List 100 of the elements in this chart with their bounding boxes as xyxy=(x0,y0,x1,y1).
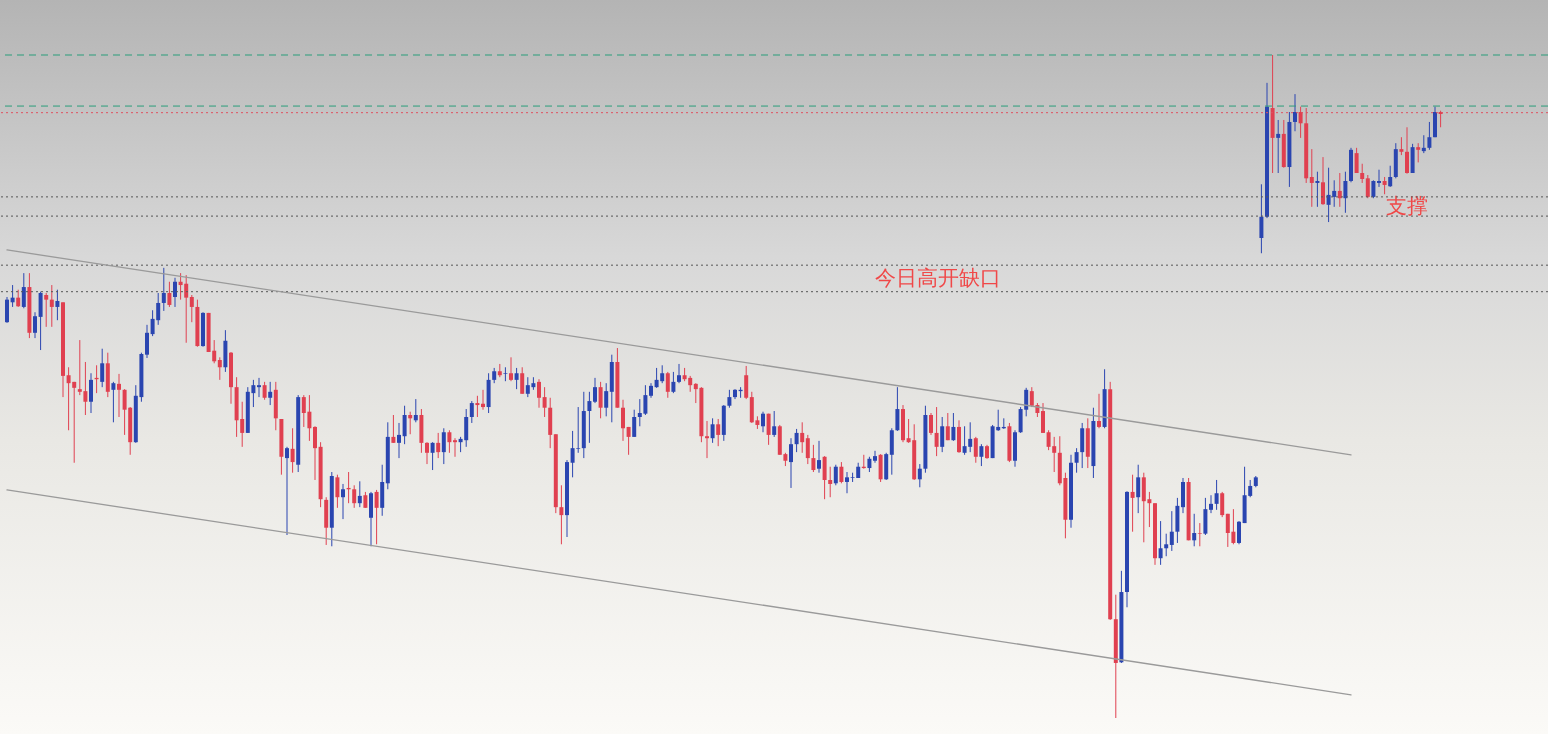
candlestick xyxy=(335,474,340,509)
candlestick xyxy=(285,446,289,536)
candlestick xyxy=(313,425,317,481)
candlestick xyxy=(1209,494,1213,514)
candlestick xyxy=(1377,169,1381,188)
candlestick xyxy=(1136,464,1141,514)
candlestick xyxy=(604,382,609,417)
candlestick xyxy=(1169,510,1174,552)
candlestick xyxy=(665,371,670,399)
candlestick xyxy=(352,484,357,509)
candlestick xyxy=(789,437,793,489)
candlestick xyxy=(1416,142,1421,163)
candlestick xyxy=(100,348,105,388)
candlestick xyxy=(822,455,827,500)
candlestick xyxy=(481,389,485,411)
candlestick xyxy=(671,371,676,394)
candlestick xyxy=(111,381,116,423)
candlestick xyxy=(1220,491,1225,518)
candlestick xyxy=(117,373,121,418)
candlestick xyxy=(341,483,345,520)
candlestick xyxy=(1276,119,1281,174)
candlestick xyxy=(413,398,418,423)
candlestick xyxy=(167,281,172,308)
candlestick xyxy=(710,417,715,444)
candlestick xyxy=(766,413,771,446)
candlestick xyxy=(598,381,603,419)
candlestick xyxy=(475,395,480,418)
candlestick xyxy=(677,363,681,384)
candlestick xyxy=(537,378,541,409)
candlestick xyxy=(469,400,474,424)
candlestick xyxy=(805,434,810,465)
candlestick xyxy=(917,463,922,488)
candlestick xyxy=(800,421,805,454)
candlestick xyxy=(945,412,950,441)
candlestick xyxy=(761,411,765,433)
candlestick xyxy=(828,466,833,498)
candlestick xyxy=(268,381,273,406)
candlestick xyxy=(794,428,799,453)
candlestick xyxy=(357,480,362,508)
candlestick xyxy=(397,422,401,459)
candlestick xyxy=(1197,522,1202,547)
candlestick xyxy=(559,484,564,545)
candlestick xyxy=(402,405,407,445)
candlestick xyxy=(38,291,43,351)
candlestick xyxy=(1293,93,1297,132)
candlestick xyxy=(1309,148,1314,208)
candlestick xyxy=(772,410,777,438)
candlestick xyxy=(503,366,508,382)
candlestick xyxy=(811,444,816,473)
candlestick xyxy=(839,461,844,484)
annotation: 今日高开缺口 xyxy=(875,266,1002,290)
candlestick xyxy=(1315,171,1320,208)
candlestick xyxy=(716,418,721,447)
candlestick xyxy=(1097,393,1101,429)
candlestick xyxy=(290,427,295,474)
candlestick xyxy=(33,311,37,339)
candlestick xyxy=(55,289,60,321)
candlestick xyxy=(1192,513,1197,547)
candlestick xyxy=(453,437,457,458)
candlestick xyxy=(1343,171,1348,214)
candlestick xyxy=(441,427,446,465)
candlestick xyxy=(621,399,625,442)
candlestick xyxy=(1337,172,1342,208)
candlestick xyxy=(430,441,435,471)
candlestick xyxy=(929,412,933,436)
candlestick xyxy=(447,429,452,454)
candlestick xyxy=(1427,121,1432,151)
candlestick xyxy=(973,436,978,464)
candlestick xyxy=(44,292,49,328)
candlestick xyxy=(1041,402,1045,434)
candlestick xyxy=(895,386,900,432)
candlestick xyxy=(408,411,413,435)
candlestick xyxy=(1321,156,1325,206)
candlestick xyxy=(49,284,54,328)
candlestick xyxy=(951,412,956,442)
candlestick xyxy=(632,409,637,438)
candlestick xyxy=(161,267,166,312)
candlestick xyxy=(1360,163,1365,184)
candlestick xyxy=(1354,147,1359,174)
candlestick xyxy=(1158,520,1163,566)
candlestick xyxy=(873,450,877,464)
candlestick xyxy=(1214,479,1219,511)
candlestick xyxy=(934,406,939,457)
candlestick xyxy=(833,464,838,486)
candlestick xyxy=(626,426,631,456)
candlestick xyxy=(1130,474,1135,533)
candlestick xyxy=(189,294,194,323)
candlestick xyxy=(1388,165,1393,188)
candlestick xyxy=(1237,520,1241,545)
candlestick xyxy=(173,277,177,308)
candlestick xyxy=(217,356,222,381)
candlestick xyxy=(1405,126,1409,175)
candlestick xyxy=(1080,422,1085,469)
candlestick xyxy=(514,367,519,390)
candlestick xyxy=(145,324,149,359)
candlestick xyxy=(940,416,945,453)
candlestick xyxy=(520,366,525,395)
candlestick xyxy=(1074,447,1079,474)
candlestick xyxy=(257,377,261,398)
candlestick xyxy=(374,489,379,545)
